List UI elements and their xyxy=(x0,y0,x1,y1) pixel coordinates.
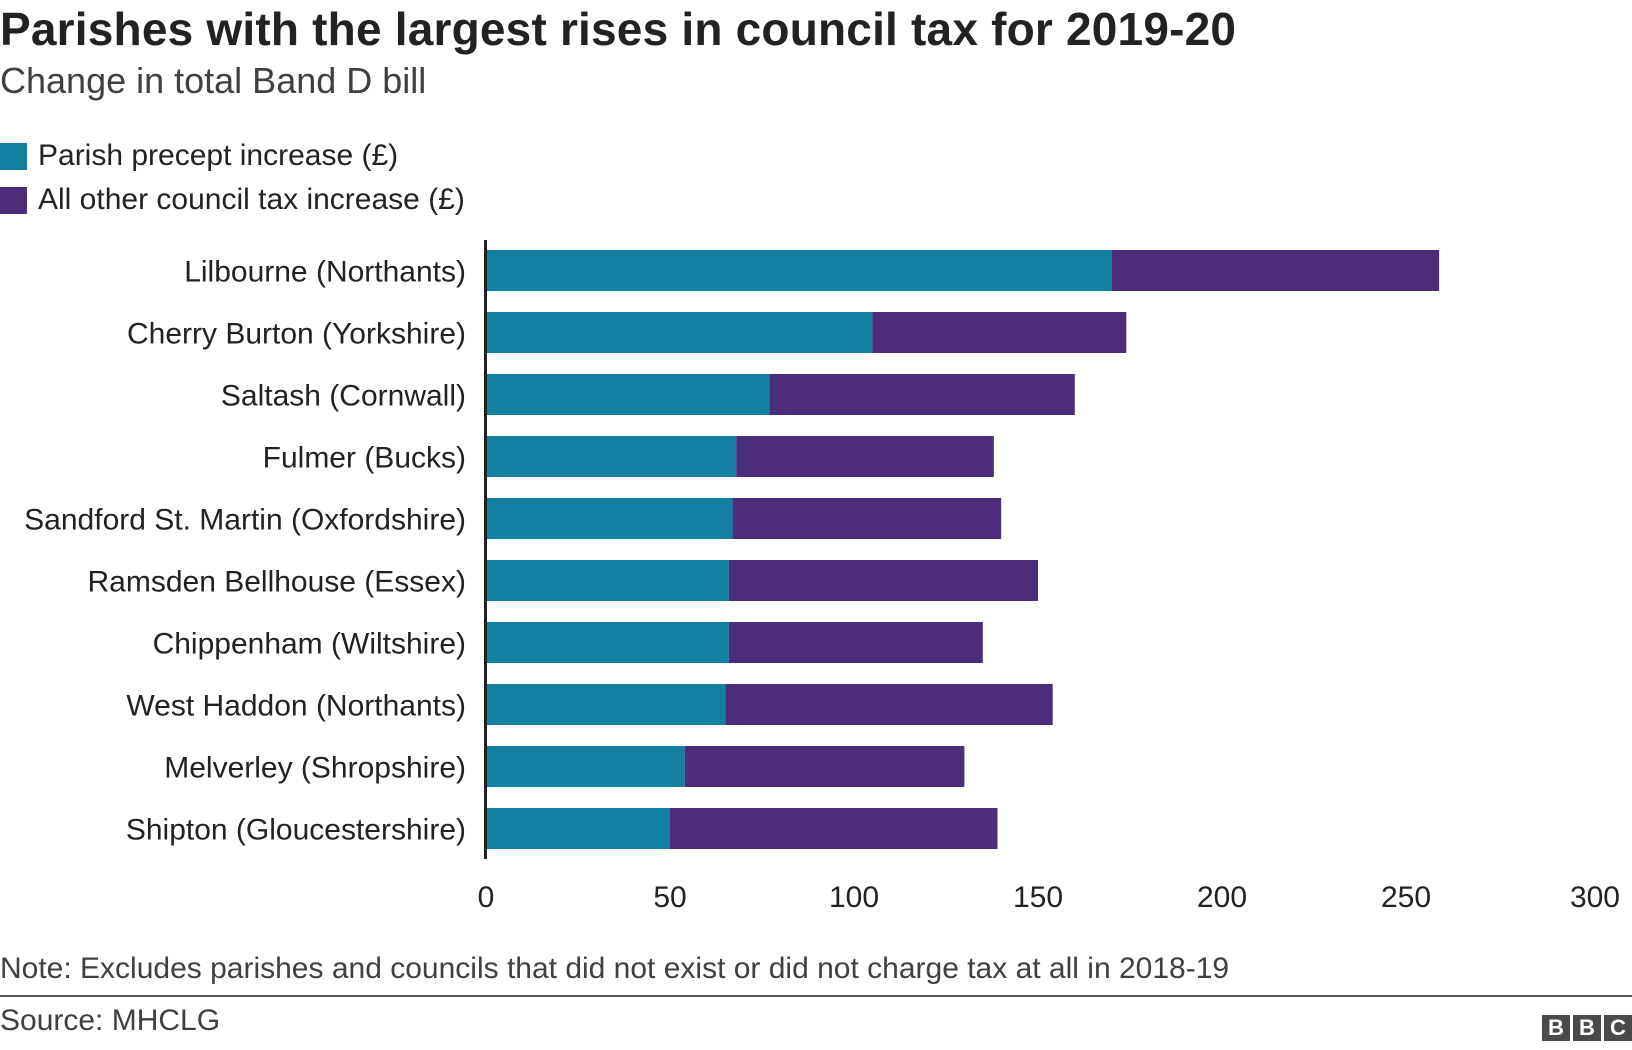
bbc-logo-letter: C xyxy=(1604,1015,1632,1041)
x-tick-label: 250 xyxy=(1381,881,1431,914)
category-label: Cherry Burton (Yorkshire) xyxy=(127,318,466,351)
legend-label-parish-precept: Parish precept increase (£) xyxy=(38,139,399,172)
category-label: Sandford St. Martin (Oxfordshire) xyxy=(24,504,466,537)
legend-label-other-council-tax: All other council tax increase (£) xyxy=(38,183,465,216)
x-tick-label: 150 xyxy=(1013,881,1063,914)
bbc-logo: B B C xyxy=(1542,1015,1632,1041)
bar-lilbourne-northants-parish-precept xyxy=(486,250,1112,291)
x-tick-label: 200 xyxy=(1197,881,1247,914)
bar-cherry-burton-yorkshire-parish-precept xyxy=(486,312,873,353)
category-label: Ramsden Bellhouse (Essex) xyxy=(87,566,466,599)
bar-ramsden-bellhouse-essex-parish-precept xyxy=(486,560,729,601)
chart-title: Parishes with the largest rises in counc… xyxy=(0,3,1237,55)
chart-source: Source: MHCLG xyxy=(0,1004,221,1037)
category-label: Saltash (Cornwall) xyxy=(221,380,466,413)
x-tick-label: 50 xyxy=(653,881,686,914)
bbc-logo-letter: B xyxy=(1542,1015,1570,1041)
x-tick-label: 0 xyxy=(478,881,495,914)
bar-ramsden-bellhouse-essex-other-council-tax xyxy=(728,560,1038,601)
bar-sandford-st-martin-oxfordshire-other-council-tax xyxy=(732,498,1002,539)
bar-saltash-cornwall-parish-precept xyxy=(486,374,770,415)
category-label: West Haddon (Northants) xyxy=(126,690,466,723)
bar-sandford-st-martin-oxfordshire-parish-precept xyxy=(486,498,733,539)
bar-chart: Lilbourne (Northants) Cherry Burton (York… xyxy=(24,240,1620,914)
bar-west-haddon-northants-parish-precept xyxy=(486,684,726,725)
bar-saltash-cornwall-other-council-tax xyxy=(769,374,1075,415)
legend-swatch-other-council-tax xyxy=(0,186,27,214)
legend-item-parish-precept: Parish precept increase (£) xyxy=(0,134,465,178)
category-label: Fulmer (Bucks) xyxy=(263,442,466,475)
x-tick-label: 300 xyxy=(1570,881,1620,914)
legend: Parish precept increase (£) All other co… xyxy=(0,134,465,222)
bbc-logo-letter: B xyxy=(1573,1015,1601,1041)
bar-fulmer-bucks-parish-precept xyxy=(486,436,737,477)
bar-shipton-gloucestershire-parish-precept xyxy=(486,808,670,849)
legend-item-other-council-tax: All other council tax increase (£) xyxy=(0,178,465,222)
bar-melverley-shropshire-parish-precept xyxy=(486,746,685,787)
x-tick-label: 100 xyxy=(829,881,879,914)
y-axis-line xyxy=(484,240,487,859)
bar-shipton-gloucestershire-other-council-tax xyxy=(670,808,998,849)
footer-divider xyxy=(0,995,1632,997)
bar-chippenham-wiltshire-other-council-tax xyxy=(728,622,983,663)
chart-note: Note: Excludes parishes and councils tha… xyxy=(0,952,1230,985)
bar-cherry-burton-yorkshire-other-council-tax xyxy=(872,312,1127,353)
bar-lilbourne-northants-other-council-tax xyxy=(1111,250,1440,291)
category-label: Chippenham (Wiltshire) xyxy=(153,628,466,661)
bar-chippenham-wiltshire-parish-precept xyxy=(486,622,729,663)
legend-swatch-parish-precept xyxy=(0,142,27,170)
category-label: Shipton (Gloucestershire) xyxy=(126,814,466,847)
category-label: Lilbourne (Northants) xyxy=(184,256,466,289)
chart-subtitle: Change in total Band D bill xyxy=(0,60,427,101)
bar-fulmer-bucks-other-council-tax xyxy=(736,436,994,477)
bar-west-haddon-northants-other-council-tax xyxy=(725,684,1053,725)
bar-melverley-shropshire-other-council-tax xyxy=(684,746,965,787)
category-label: Melverley (Shropshire) xyxy=(164,752,466,785)
